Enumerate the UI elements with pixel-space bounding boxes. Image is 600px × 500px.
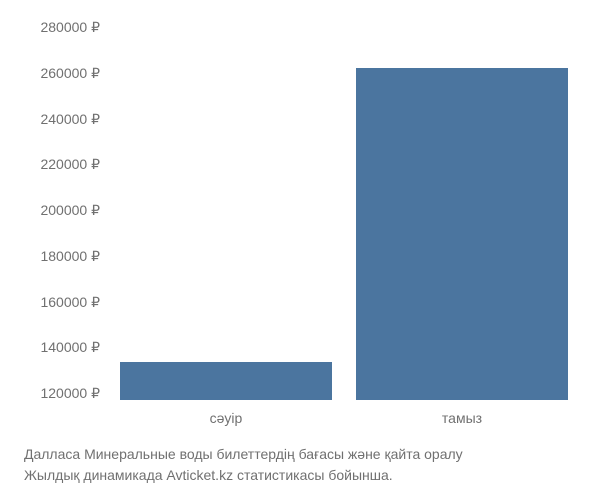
y-axis: 280000 ₽ 260000 ₽ 240000 ₽ 220000 ₽ 2000… [20, 20, 108, 400]
plot-area [108, 20, 580, 400]
bar-0 [120, 362, 332, 400]
chart-area: 280000 ₽ 260000 ₽ 240000 ₽ 220000 ₽ 2000… [20, 20, 580, 400]
x-label-0: сәуір [120, 400, 332, 426]
bar-slot-0 [120, 20, 332, 400]
y-tick: 240000 ₽ [40, 112, 100, 126]
x-axis: сәуір тамыз [108, 400, 580, 426]
y-tick: 220000 ₽ [40, 157, 100, 171]
x-label-1: тамыз [356, 400, 568, 426]
y-tick: 160000 ₽ [40, 295, 100, 309]
y-tick: 200000 ₽ [40, 203, 100, 217]
chart-caption: Далласа Минеральные воды билеттердің бағ… [20, 444, 580, 486]
y-tick: 260000 ₽ [40, 66, 100, 80]
chart-container: 280000 ₽ 260000 ₽ 240000 ₽ 220000 ₽ 2000… [0, 0, 600, 500]
y-tick: 120000 ₽ [40, 386, 100, 400]
bar-1 [356, 68, 568, 401]
bars-row [108, 20, 580, 400]
y-tick: 280000 ₽ [40, 20, 100, 34]
caption-line-2: Жылдық динамикада Avticket.kz статистика… [24, 465, 580, 486]
y-tick: 140000 ₽ [40, 340, 100, 354]
caption-line-1: Далласа Минеральные воды билеттердің бағ… [24, 444, 580, 465]
bar-slot-1 [356, 20, 568, 400]
y-tick: 180000 ₽ [40, 249, 100, 263]
